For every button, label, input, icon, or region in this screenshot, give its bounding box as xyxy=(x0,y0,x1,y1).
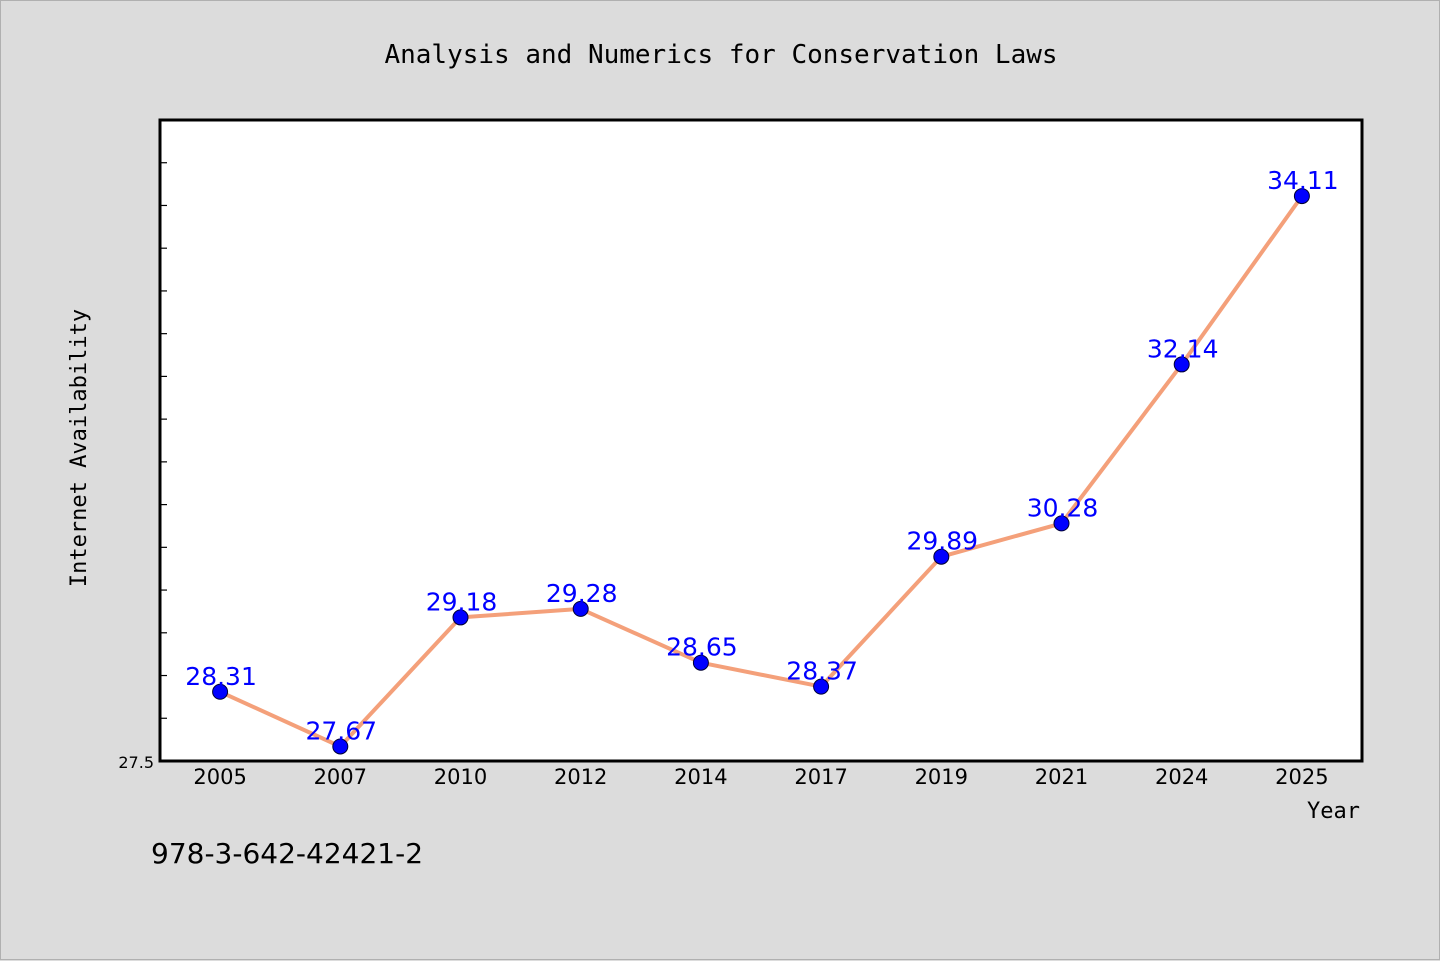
isbn-caption: 978-3-642-42421-2 xyxy=(151,837,424,870)
x-tick-label-2007: 2007 xyxy=(314,765,367,789)
x-axis-label: Year xyxy=(1307,799,1360,824)
x-tick-label-2025: 2025 xyxy=(1275,765,1328,789)
x-tick-label-2024: 2024 xyxy=(1155,765,1208,789)
data-point-2024 xyxy=(1173,356,1190,373)
x-tick-label-2010: 2010 xyxy=(434,765,487,789)
data-label-2010: 29.18 xyxy=(426,587,498,616)
data-label-2017: 28.37 xyxy=(786,657,858,686)
series-layer xyxy=(212,188,1310,755)
data-labels-layer: 28.31 27.67 29.18 29.28 28.65 28.37 29.89 30.28… xyxy=(185,166,1338,745)
data-label-2025: 34.11 xyxy=(1267,166,1339,195)
data-label-2012: 29.28 xyxy=(546,579,618,608)
data-label-2024: 32.14 xyxy=(1147,334,1219,363)
y-axis-ticks xyxy=(160,119,167,762)
chart-title: Analysis and Numerics for Conservation L… xyxy=(384,40,1057,70)
data-point-2014 xyxy=(692,654,709,671)
x-tick-label-2014: 2014 xyxy=(674,765,727,789)
x-tick-label-2005: 2005 xyxy=(193,765,246,789)
plot-area xyxy=(158,118,1364,763)
x-axis-tick-labels: 2005 2007 2010 2012 2014 2017 2019 2021 2024 2025 xyxy=(193,765,1328,789)
data-point-2010 xyxy=(452,609,469,626)
x-tick-label-2019: 2019 xyxy=(915,765,968,789)
y-axis-label: Internet Availability xyxy=(67,309,92,587)
x-tick-label-2021: 2021 xyxy=(1035,765,1088,789)
x-tick-label-2012: 2012 xyxy=(554,765,607,789)
x-tick-label-2017: 2017 xyxy=(794,765,847,789)
data-point-2007 xyxy=(332,738,349,755)
data-point-2019 xyxy=(933,548,950,565)
data-label-2019: 29.89 xyxy=(907,527,979,556)
data-label-2021: 30.28 xyxy=(1027,493,1099,522)
data-label-2007: 27.67 xyxy=(306,716,378,745)
series-line xyxy=(218,194,1304,749)
y-tick-label-min: 27.5 xyxy=(118,753,154,772)
data-label-2005: 28.31 xyxy=(185,662,257,691)
data-point-2021 xyxy=(1053,515,1070,532)
data-point-2005 xyxy=(212,683,229,700)
data-point-2025 xyxy=(1293,188,1310,205)
data-point-2017 xyxy=(813,678,830,695)
data-point-2012 xyxy=(572,600,589,617)
data-label-2014: 28.65 xyxy=(666,633,738,662)
